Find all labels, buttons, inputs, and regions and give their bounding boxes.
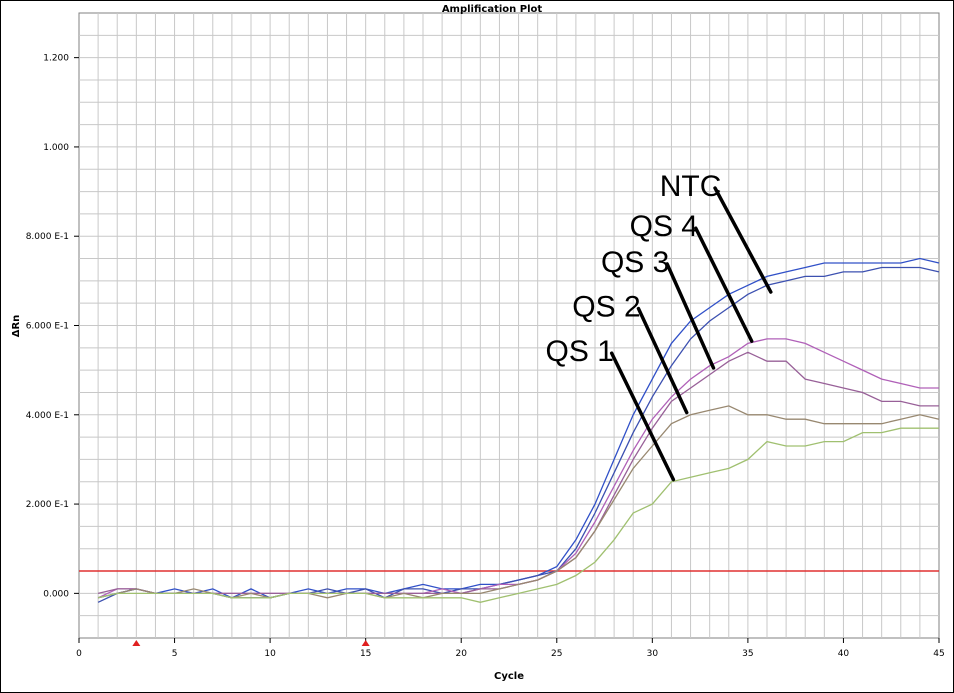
- x-tick-label: 30: [647, 649, 659, 659]
- callout-leader-line: [713, 186, 773, 294]
- x-axis-label: Cycle: [494, 671, 524, 682]
- y-tick-label: 4.000 E-1: [26, 411, 69, 421]
- y-tick-label: 1.200: [43, 54, 69, 64]
- callout-leader-line: [665, 262, 716, 370]
- x-tick-label: 10: [264, 649, 276, 659]
- y-tick-label: 8.000 E-1: [26, 232, 69, 242]
- callout-leader-line: [636, 306, 689, 415]
- y-axis: 0.000 2.000 E-1 4.000 E-1 6.000 E-1 8.000 E-…: [26, 54, 79, 599]
- baseline-marker: [361, 640, 370, 646]
- x-tick-label: 25: [551, 649, 562, 659]
- y-tick-label: 6.000 E-1: [26, 322, 69, 332]
- y-tick-label: 2.000 E-1: [26, 500, 69, 510]
- x-tick-label: 0: [76, 649, 82, 659]
- x-tick-label: 15: [360, 649, 371, 659]
- y-axis-label: ΔRn: [11, 315, 22, 338]
- x-axis: 0 5 10 15 20 25 30 35 40 45: [76, 638, 945, 659]
- x-tick-label: 20: [455, 649, 467, 659]
- x-tick-label: 40: [838, 649, 850, 659]
- baseline-markers: [132, 640, 370, 646]
- callout-label: QS 3: [601, 246, 669, 279]
- y-tick-label: 1.000: [43, 143, 69, 153]
- y-tick-label: 0.000: [43, 589, 69, 599]
- baseline-marker: [132, 640, 141, 646]
- chart-title: Amplification Plot: [442, 4, 543, 15]
- callout-label: QS 2: [572, 291, 640, 324]
- series-line: [97, 405, 940, 599]
- series-layer: [97, 257, 940, 603]
- callout-label: QS 1: [546, 335, 614, 368]
- callout-leader-line: [609, 351, 676, 482]
- callout-leader-line: [694, 226, 754, 343]
- series-line: [97, 427, 939, 603]
- x-tick-label: 5: [172, 649, 178, 659]
- x-tick-label: 35: [742, 649, 753, 659]
- x-tick-label: 45: [933, 649, 944, 659]
- callout-label: NTC: [660, 170, 722, 203]
- callout-label: QS 4: [630, 210, 698, 243]
- annotations-layer: NTC QS 4QS 3 QS 2 QS 1: [546, 170, 773, 482]
